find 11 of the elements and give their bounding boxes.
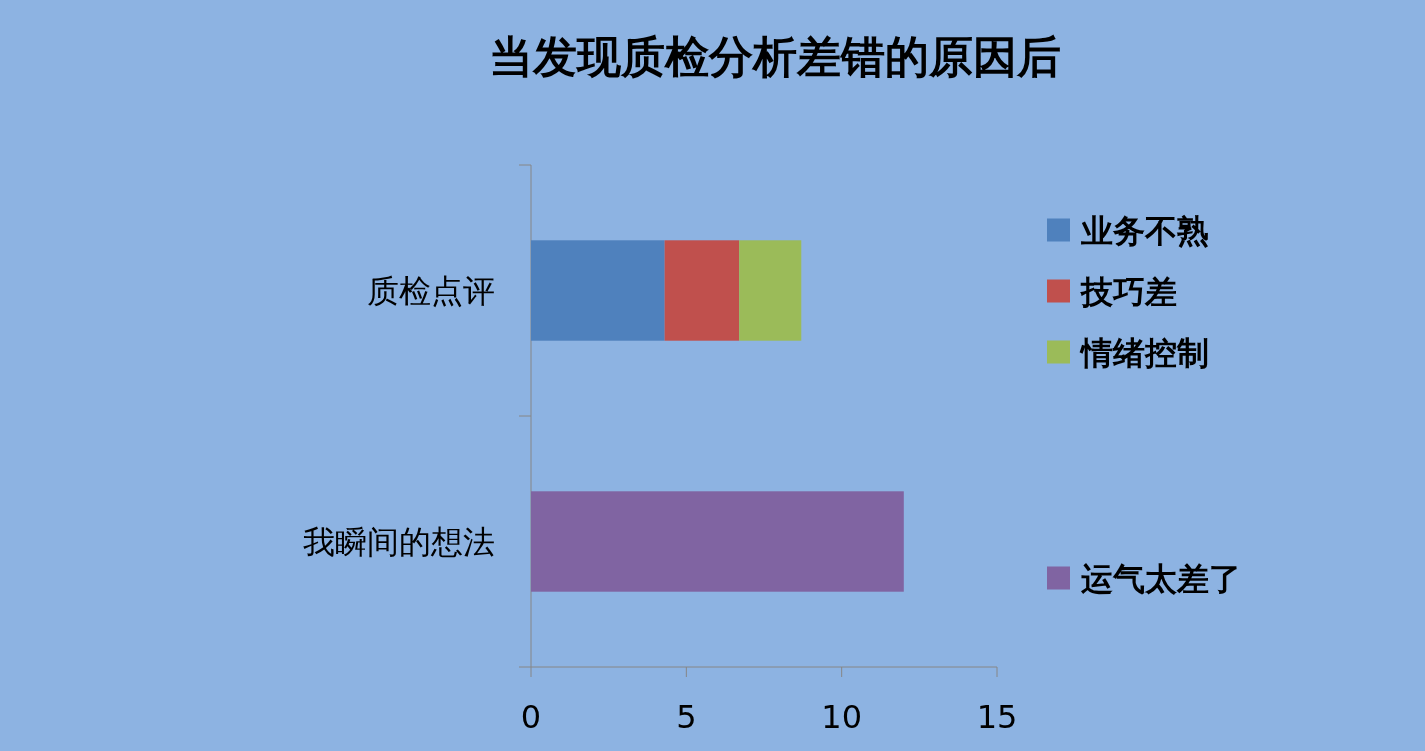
y-tick-label: 我瞬间的想法 bbox=[303, 522, 495, 561]
legend-label: 技巧差 bbox=[1080, 272, 1177, 311]
x-tick-label: 5 bbox=[676, 698, 697, 736]
legend-label: 运气太差了 bbox=[1080, 559, 1241, 598]
y-tick-label: 质检点评 bbox=[367, 271, 495, 310]
x-tick-label: 15 bbox=[976, 698, 1018, 736]
legend-label: 业务不熟 bbox=[1080, 211, 1209, 250]
chart-title: 当发现质检分析差错的原因后 bbox=[489, 31, 1061, 82]
x-tick-label: 10 bbox=[821, 698, 863, 736]
x-tick-label: 0 bbox=[520, 698, 542, 736]
legend-label: 情绪控制 bbox=[1079, 333, 1209, 372]
